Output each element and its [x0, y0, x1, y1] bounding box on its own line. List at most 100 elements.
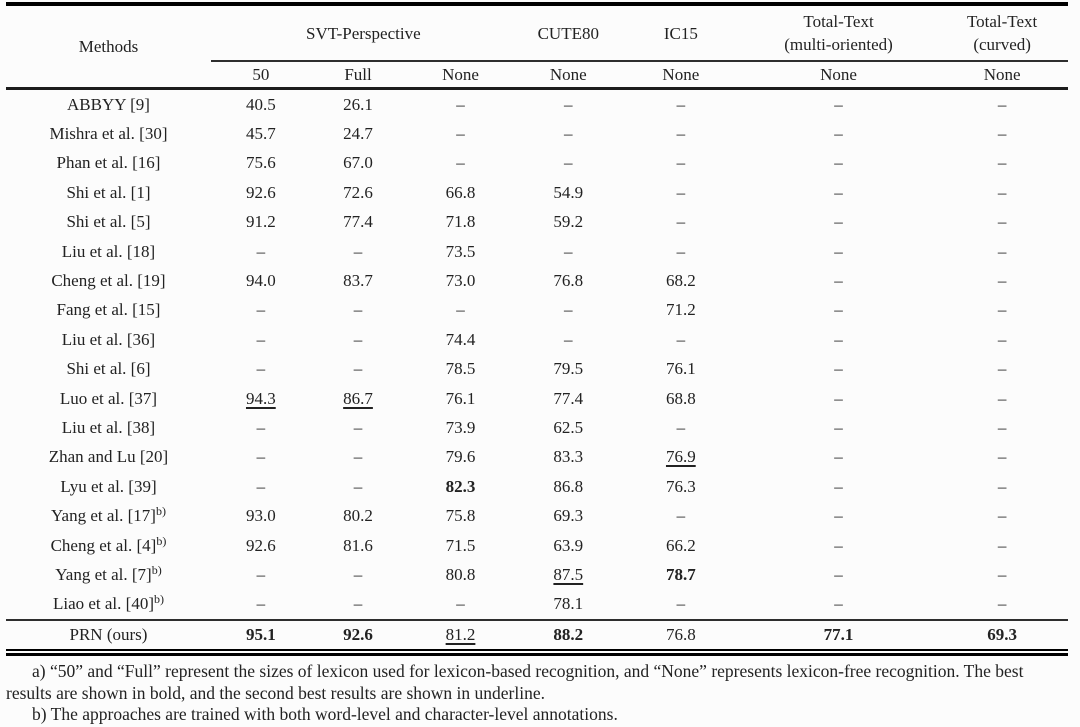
value-cell: – — [676, 329, 686, 349]
value-cell: 76.8 — [620, 619, 741, 650]
value-cell: 79.6 — [445, 447, 476, 467]
value-cell: 67.0 — [343, 153, 373, 173]
method-name: Liu et al. [38] — [61, 417, 156, 437]
value-cell: – — [353, 300, 363, 320]
value-cell: – — [834, 212, 843, 232]
value-cell: – — [834, 417, 843, 437]
group-header-ic15: IC15 — [620, 4, 741, 62]
footnote-b: b) The approaches are trained with both … — [32, 704, 618, 725]
table-row: Shi et al. [6] – – 78.5 79.5 76.1 – – — [6, 355, 1068, 384]
value-cell: 45.7 — [245, 124, 276, 144]
value-cell: – — [997, 212, 1007, 232]
method-name: Mishra et al. [30] — [49, 124, 168, 144]
value-cell: – — [676, 241, 686, 261]
value-cell: – — [353, 594, 363, 614]
method-cell: Phan et al. [16] — [6, 149, 211, 178]
value-cell: – — [456, 300, 465, 320]
value-cell: – — [256, 329, 266, 349]
method-name: Luo et al. [37] — [59, 388, 158, 408]
value-cell: – — [456, 94, 465, 114]
lexicon-header-row: 50 Full None None None None None — [6, 61, 1068, 90]
value-cell: 75.6 — [245, 153, 276, 173]
value-cell: 78.7 — [665, 564, 696, 584]
method-cell: Yang et al. [7]b) — [6, 560, 211, 589]
value-cell: 86.7 — [343, 388, 373, 408]
value-cell: 68.2 — [665, 271, 696, 291]
value-cell: – — [353, 476, 363, 496]
lexicon-header-none: None — [740, 61, 937, 90]
value-cell: – — [834, 271, 843, 291]
value-cell: – — [456, 124, 465, 144]
value-cell: – — [997, 153, 1007, 173]
value-cell: – — [997, 388, 1007, 408]
value-cell: 94.0 — [245, 271, 276, 291]
group-header-line1: Total-Text — [803, 12, 874, 31]
value-cell: – — [997, 476, 1007, 496]
value-cell: – — [997, 447, 1007, 467]
method-footnote-marker: b) — [153, 592, 164, 607]
value-cell: 77.4 — [343, 212, 373, 232]
method-name: Shi et al. [5] — [66, 212, 151, 232]
lexicon-header-50: 50 — [210, 61, 311, 90]
value-cell: – — [834, 329, 843, 349]
value-cell: – — [256, 564, 266, 584]
method-cell: Cheng et al. [4]b) — [6, 531, 211, 560]
method-cell: Liu et al. [38] — [6, 413, 211, 442]
value-cell: – — [676, 94, 686, 114]
value-cell: – — [834, 535, 843, 555]
value-cell: 83.3 — [553, 447, 584, 467]
value-cell: 76.1 — [445, 388, 476, 408]
method-name: ABBYY [9] — [67, 94, 150, 114]
value-cell: 66.8 — [445, 182, 476, 202]
value-cell: – — [834, 506, 843, 526]
value-cell: 92.6 — [310, 619, 406, 650]
value-cell: – — [997, 564, 1007, 584]
group-header-total-text-curved: Total-Text (curved) — [936, 4, 1068, 62]
value-cell: – — [676, 417, 686, 437]
value-cell: – — [353, 241, 363, 261]
value-cell: 62.5 — [553, 417, 584, 437]
group-header-row: Methods SVT-Perspective CUTE80 IC15 Tota… — [6, 4, 1068, 90]
value-cell: 72.6 — [343, 182, 373, 202]
footnote-a: a) “50” and “Full” represent the sizes o… — [6, 661, 1024, 703]
value-cell: – — [997, 124, 1007, 144]
method-cell: Fang et al. [15] — [6, 296, 211, 325]
value-cell: – — [564, 94, 573, 114]
value-cell: – — [834, 124, 843, 144]
method-name: Cheng et al. [19] — [51, 271, 166, 291]
method-cell: Mishra et al. [30] — [6, 119, 211, 148]
lexicon-header-none: None — [515, 61, 621, 90]
value-cell: – — [564, 329, 573, 349]
lexicon-header-full: Full — [310, 61, 406, 90]
value-cell: 81.2 — [405, 619, 516, 650]
group-header-total-text-multi-oriented: Total-Text (multi-oriented) — [740, 4, 937, 62]
method-cell: Yang et al. [17]b) — [6, 501, 211, 530]
table-row: Liu et al. [36] – – 74.4 – – – – — [6, 325, 1068, 354]
method-cell: PRN (ours) — [6, 619, 211, 650]
method-cell: Luo et al. [37] — [6, 384, 211, 413]
value-cell: 24.7 — [343, 124, 373, 144]
value-cell: – — [997, 94, 1007, 114]
method-footnote-marker: b) — [151, 562, 162, 577]
table-row: Lyu et al. [39] – – 82.3 86.8 76.3 – – — [6, 472, 1068, 501]
table-row: Phan et al. [16] 75.6 67.0 – – – – – — [6, 149, 1068, 178]
value-cell: 75.8 — [445, 506, 476, 526]
value-cell: 71.8 — [445, 212, 476, 232]
method-name: Liu et al. [36] — [61, 329, 156, 349]
value-cell: – — [834, 182, 843, 202]
table-row: Cheng et al. [4]b) 92.6 81.6 71.5 63.9 66.2 – – — [6, 531, 1068, 560]
value-cell: 82.3 — [445, 476, 476, 496]
value-cell: 73.9 — [445, 417, 476, 437]
method-footnote-marker: b) — [155, 504, 166, 519]
value-cell: 59.2 — [553, 212, 584, 232]
value-cell: – — [564, 153, 573, 173]
value-cell: 74.4 — [445, 329, 476, 349]
value-cell: – — [256, 447, 266, 467]
method-name: Zhan and Lu [20] — [48, 447, 169, 467]
value-cell: 40.5 — [245, 94, 276, 114]
value-cell: 71.2 — [665, 300, 696, 320]
table-row-ours: PRN (ours) 95.1 92.6 81.2 88.2 76.8 77.1 69.3 — [6, 619, 1068, 650]
table-header: Methods SVT-Perspective CUTE80 IC15 Tota… — [6, 4, 1068, 90]
value-cell: – — [564, 124, 573, 144]
